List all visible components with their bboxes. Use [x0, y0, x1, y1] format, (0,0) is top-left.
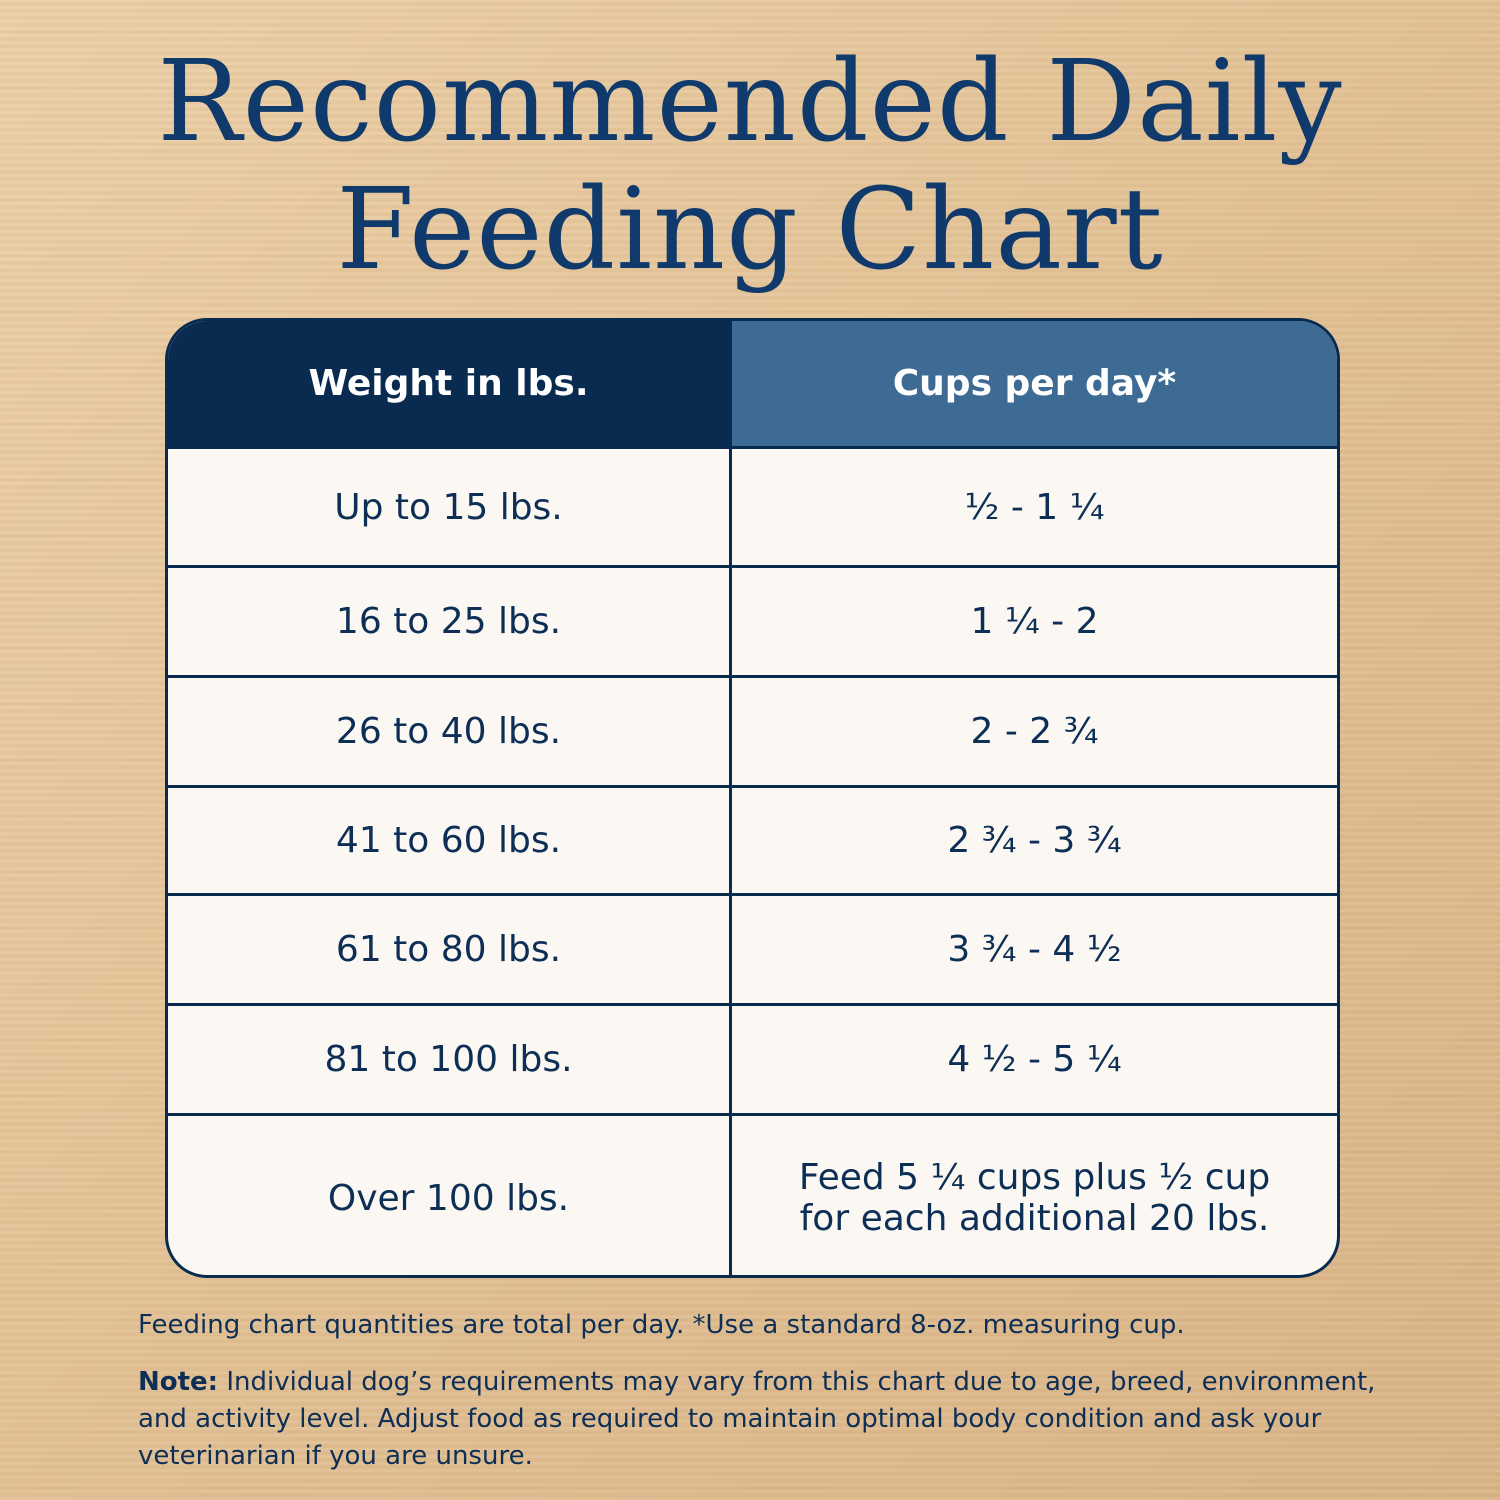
table-row: 16 to 25 lbs. 1 ¼ - 2: [168, 565, 1337, 675]
table-row: 81 to 100 lbs. 4 ½ - 5 ¼: [168, 1003, 1337, 1113]
title-line: Recommended Daily: [157, 37, 1343, 167]
table-row: 26 to 40 lbs. 2 - 2 ¾: [168, 675, 1337, 785]
note: Note: Individual dog’s requirements may …: [138, 1364, 1378, 1475]
cups-cell: 2 ¾ - 3 ¾: [947, 820, 1122, 861]
footnote: Feeding chart quantities are total per d…: [138, 1310, 1185, 1340]
column-header: Cups per day*: [732, 321, 1337, 446]
cups-cell: 4 ½ - 5 ¼: [947, 1039, 1122, 1080]
cups-cell: 1 ¼ - 2: [970, 601, 1099, 642]
table-row: 41 to 60 lbs. 2 ¾ - 3 ¾: [168, 785, 1337, 893]
weight-cell: 81 to 100 lbs.: [168, 1006, 732, 1113]
note-text: Individual dog’s requirements may vary f…: [138, 1367, 1376, 1471]
feeding-table: Weight in lbs. Cups per day* Up to 15 lb…: [165, 318, 1340, 1278]
table-row: Over 100 lbs. Feed 5 ¼ cups plus ½ cup fo…: [168, 1113, 1337, 1275]
weight-cell: Over 100 lbs.: [168, 1116, 732, 1275]
weight-cell: 26 to 40 lbs.: [168, 678, 732, 785]
column-header: Weight in lbs.: [168, 321, 732, 446]
title: Recommended Daily Feeding Chart: [0, 38, 1500, 294]
cups-cell: 2 - 2 ¾: [970, 711, 1099, 752]
header-row: Weight in lbs. Cups per day*: [168, 321, 1337, 446]
weight-cell: 61 to 80 lbs.: [168, 896, 732, 1003]
weight-cell: 41 to 60 lbs.: [168, 788, 732, 893]
note-label: Note:: [138, 1367, 219, 1397]
cups-cell: ½ - 1 ¼: [964, 486, 1105, 528]
weight-cell: Up to 15 lbs.: [168, 449, 732, 565]
cups-cell: Feed 5 ¼ cups plus ½ cup for each additi…: [798, 1157, 1271, 1239]
table-row: Up to 15 lbs. ½ - 1 ¼: [168, 446, 1337, 565]
title-line: Feeding Chart: [336, 165, 1164, 295]
weight-cell: 16 to 25 lbs.: [168, 568, 732, 675]
table-row: 61 to 80 lbs. 3 ¾ - 4 ½: [168, 893, 1337, 1003]
cups-cell: 3 ¾ - 4 ½: [947, 929, 1122, 970]
